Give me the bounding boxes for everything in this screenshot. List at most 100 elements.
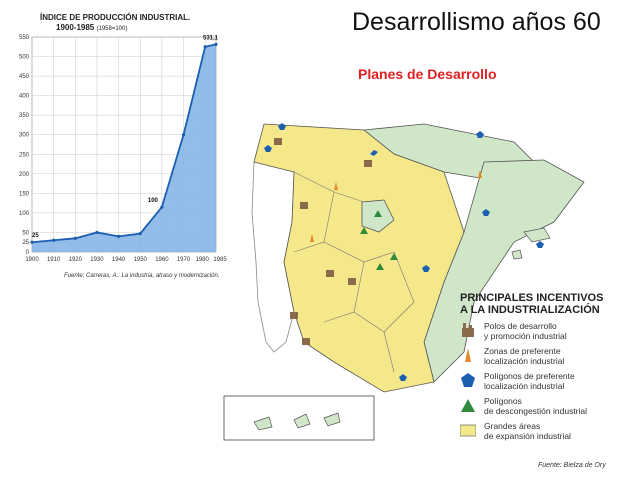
y-tick-label: 50 <box>22 230 29 236</box>
y-tick-label: 100 <box>19 211 30 217</box>
legend-item-label: Zonas de preferente <box>484 346 561 356</box>
legend-item-descongestion: Polígonos de descongestión industrial <box>460 396 636 416</box>
blue-pentagon-icon <box>399 374 407 381</box>
map-source: Fuente: Bielza de Ory <box>538 462 606 469</box>
chart-labels: 25 100 531,1 <box>32 35 219 239</box>
y-tick-label: 150 <box>19 191 30 197</box>
x-tick-label: 1940 <box>112 257 126 263</box>
data-label: 100 <box>148 198 159 204</box>
orange-chimney-icon <box>334 182 338 190</box>
x-tick-label: 1900 <box>25 257 39 263</box>
data-point <box>203 45 207 49</box>
blue-pentagon-icon <box>370 150 378 156</box>
y-tick-label: 0 <box>26 250 30 256</box>
factory-icon <box>274 138 282 145</box>
green-triangle-icon <box>461 399 475 412</box>
data-point <box>138 232 142 236</box>
blue-pentagon-icon <box>278 123 286 130</box>
data-point <box>181 133 186 137</box>
legend-item-label: y promoción industrial <box>484 330 567 341</box>
legend-item-grandes-areas: Grandes áreas de expansión industrial <box>460 421 636 441</box>
data-point <box>160 205 164 209</box>
x-tick-label: 1930 <box>90 257 104 263</box>
blue-pentagon-icon <box>461 373 475 387</box>
x-tick-label: 1950 <box>134 257 148 263</box>
data-point <box>30 240 34 244</box>
y-tick-label: 550 <box>19 35 30 41</box>
x-tick-label: 1970 <box>177 257 191 263</box>
legend-item-poligonos-preferente: Polígonos de preferente localización ind… <box>460 371 636 391</box>
legend-title: PRINCIPALES INCENTIVOS A LA INDUSTRIALIZ… <box>460 292 636 316</box>
slide-title: Desarrollismo años 60 <box>352 8 601 36</box>
green-triangle-icon <box>390 253 398 260</box>
chart-years: 1900-1985 <box>56 23 95 32</box>
x-tick-label: 1960 <box>155 257 169 263</box>
yellow-expansion-region <box>253 123 465 393</box>
legend-item-label: de descongestión industrial <box>484 405 588 416</box>
chart-area-layer <box>30 42 218 252</box>
y-tick-label: 25 <box>22 240 29 246</box>
data-label: 25 <box>32 233 39 239</box>
orange-chimney-icon <box>478 170 482 178</box>
y-tick-label: 450 <box>19 74 30 80</box>
chart-source: Fuente: Carreras, A.: La industria, atra… <box>64 273 220 279</box>
y-tick-label: 200 <box>19 172 30 178</box>
legend-item-label: Polígonos <box>484 396 522 406</box>
data-point <box>116 234 121 238</box>
slide-subtitle: Planes de Desarrollo <box>358 66 497 82</box>
blue-pentagon-icon <box>536 241 544 248</box>
chart-note: (1958=100) <box>96 26 128 32</box>
data-point <box>214 42 218 46</box>
x-tick-label: 1910 <box>47 257 61 263</box>
x-tick-label: 1920 <box>69 257 83 263</box>
factory-icon <box>302 338 310 345</box>
legend-title-line2: A LA INDUSTRIALIZACIÓN <box>460 304 600 316</box>
balearic-islands <box>511 227 551 260</box>
factory-icon <box>300 202 308 209</box>
y-tick-label: 350 <box>19 113 30 119</box>
canary-islands <box>253 412 341 431</box>
orange-chimney-icon <box>310 234 314 242</box>
green-triangle-icon <box>360 227 368 234</box>
y-tick-label: 400 <box>19 94 30 100</box>
map-legend: PRINCIPALES INCENTIVOS A LA INDUSTRIALIZ… <box>460 292 636 441</box>
area-fill <box>32 44 216 252</box>
data-point <box>52 238 56 242</box>
series-line <box>31 43 217 244</box>
map-markers <box>264 123 544 381</box>
factory-icon <box>364 160 372 167</box>
x-tick-label: 1985 <box>213 257 227 263</box>
blue-pentagon-icon <box>476 131 484 138</box>
data-label: 531,1 <box>203 35 219 41</box>
y-tick-label: 500 <box>19 55 30 61</box>
legend-item-polos: Polos de desarrollo y promoción industri… <box>460 321 636 341</box>
y-tick-label: 300 <box>19 133 30 139</box>
legend-item-label: Grandes áreas <box>484 421 541 431</box>
data-point <box>73 236 77 240</box>
factory-icon <box>348 278 356 285</box>
chart-title: ÍNDICE DE PRODUCCIÓN INDUSTRIAL. <box>40 13 191 22</box>
green-triangle-icon <box>376 263 384 270</box>
blue-pentagon-icon <box>264 145 272 152</box>
factory-icon <box>290 312 298 319</box>
legend-item-label: Polígonos de preferente <box>484 371 575 381</box>
legend-item-zonas: Zonas de preferente localización industr… <box>460 346 636 366</box>
legend-item-label: localización industrial <box>484 380 565 391</box>
orange-chimney-icon <box>465 348 471 362</box>
factory-icon <box>326 270 334 277</box>
blue-pentagon-icon <box>482 209 490 216</box>
legend-item-label: de expansión industrial <box>484 430 571 441</box>
province-borders <box>293 171 415 373</box>
data-point <box>95 230 99 235</box>
y-tick-label: 250 <box>19 152 30 158</box>
legend-item-label: Polos de desarrollo <box>484 321 557 331</box>
factory-icon <box>462 323 474 337</box>
x-tick-label: 1980 <box>195 257 209 263</box>
legend-title-line1: PRINCIPALES INCENTIVOS <box>460 292 604 304</box>
chart-subtitle: 1900-1985 (1958=100) <box>56 23 127 32</box>
yellow-area-icon <box>460 424 476 437</box>
blue-pentagon-icon <box>422 265 430 272</box>
green-triangle-icon <box>374 210 382 217</box>
